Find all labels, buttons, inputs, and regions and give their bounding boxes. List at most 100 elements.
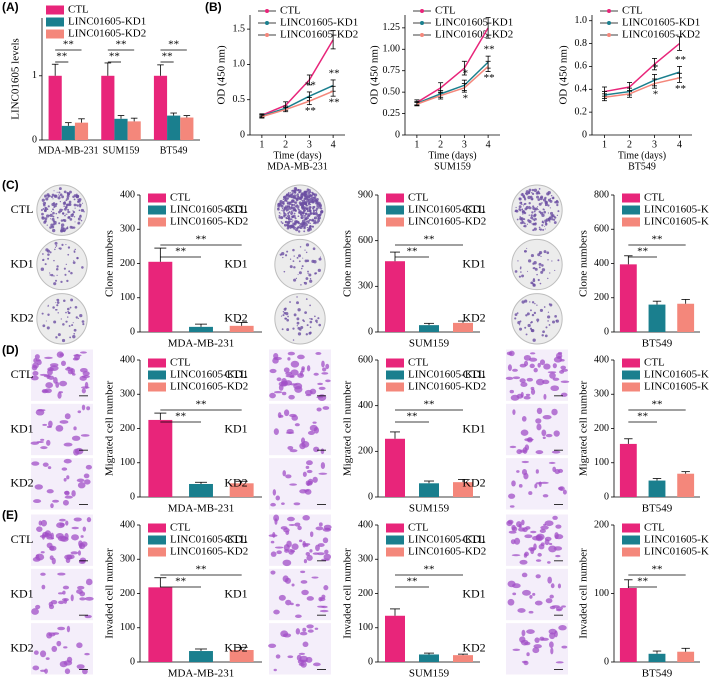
cell bbox=[65, 520, 69, 526]
cell bbox=[506, 351, 513, 356]
y-tick-label: 1.00 bbox=[383, 44, 401, 55]
colony bbox=[530, 281, 533, 285]
colony bbox=[56, 203, 58, 205]
cell bbox=[297, 354, 305, 360]
colony bbox=[536, 318, 540, 322]
cell bbox=[303, 559, 308, 564]
colony bbox=[548, 303, 551, 306]
colony bbox=[61, 338, 66, 343]
colony bbox=[540, 270, 544, 274]
x-tick-label: 4 bbox=[486, 139, 491, 150]
colony bbox=[286, 220, 291, 225]
cell bbox=[553, 430, 560, 437]
cell bbox=[49, 545, 55, 551]
colony bbox=[297, 195, 300, 197]
colony bbox=[523, 196, 526, 199]
colony bbox=[73, 216, 76, 218]
colony bbox=[68, 270, 71, 273]
colony bbox=[304, 311, 307, 314]
bar bbox=[619, 588, 637, 662]
y-tick-label: 600 bbox=[358, 235, 373, 246]
colony bbox=[541, 268, 546, 272]
colony bbox=[286, 328, 290, 331]
cell bbox=[36, 359, 42, 366]
colony bbox=[305, 251, 308, 254]
colony bbox=[549, 272, 551, 274]
colony bbox=[68, 203, 71, 206]
colony bbox=[306, 188, 310, 191]
cell bbox=[283, 409, 290, 417]
colony bbox=[536, 195, 540, 199]
cell bbox=[305, 394, 312, 397]
cell bbox=[268, 534, 278, 537]
x-tick-label: 2 bbox=[283, 139, 288, 150]
legend-label: LINC01605-KD1 bbox=[170, 369, 248, 381]
legend-label: LINC01605-KD1 bbox=[644, 369, 709, 381]
cell bbox=[283, 367, 290, 373]
cell bbox=[528, 610, 534, 614]
cell bbox=[302, 471, 307, 477]
cell bbox=[36, 526, 43, 532]
cell bbox=[532, 592, 536, 596]
image-label: KD2 bbox=[462, 641, 485, 655]
colony bbox=[44, 217, 48, 221]
cell bbox=[282, 575, 289, 583]
colony bbox=[534, 217, 537, 221]
colony bbox=[50, 195, 54, 199]
legend-label: CTL bbox=[280, 5, 301, 17]
significance-label: * bbox=[653, 62, 659, 74]
colony bbox=[547, 204, 550, 207]
y-tick-label: 0 bbox=[130, 656, 135, 667]
cell bbox=[290, 369, 299, 376]
cell bbox=[534, 600, 543, 606]
colony bbox=[533, 188, 538, 192]
legend-label: LINC01605-KD2 bbox=[170, 216, 248, 228]
cell bbox=[273, 514, 280, 522]
cell bbox=[307, 430, 315, 436]
colony bbox=[283, 216, 285, 218]
cell bbox=[79, 542, 83, 549]
cell bbox=[300, 570, 306, 574]
legend-label: LINC01605-KD1 bbox=[408, 369, 486, 381]
colony bbox=[76, 256, 79, 260]
cell bbox=[39, 534, 47, 538]
colony bbox=[283, 212, 287, 217]
cell bbox=[57, 626, 66, 631]
colony bbox=[309, 278, 312, 280]
x-tick-label: MDA-MB-231 bbox=[38, 145, 99, 156]
cell bbox=[552, 377, 560, 381]
colony bbox=[517, 260, 519, 262]
colony bbox=[294, 201, 298, 204]
colony bbox=[42, 324, 46, 328]
colony bbox=[520, 221, 523, 225]
image-label: CTL bbox=[463, 532, 486, 546]
cell bbox=[84, 381, 89, 389]
bar bbox=[385, 261, 405, 332]
colony bbox=[280, 209, 282, 211]
cell bbox=[541, 429, 547, 437]
legend-swatch bbox=[622, 382, 640, 392]
cell bbox=[315, 544, 320, 552]
colony bbox=[540, 195, 544, 199]
colony bbox=[47, 305, 49, 307]
cell bbox=[535, 469, 539, 474]
colony bbox=[294, 197, 298, 200]
colony bbox=[314, 221, 317, 225]
cell bbox=[86, 406, 91, 411]
colony bbox=[292, 219, 294, 221]
colony bbox=[61, 243, 64, 246]
cell bbox=[518, 527, 526, 532]
image-label: KD1 bbox=[462, 586, 485, 600]
colony bbox=[303, 226, 306, 230]
cell bbox=[317, 382, 324, 386]
colony bbox=[63, 219, 67, 223]
significance-label: ** bbox=[675, 83, 686, 95]
colony bbox=[517, 321, 521, 325]
colony bbox=[45, 248, 49, 252]
panel-label: (E) bbox=[2, 508, 18, 522]
legend-label: LINC01605-KD1 bbox=[622, 17, 700, 29]
colony bbox=[300, 195, 304, 199]
colony bbox=[67, 310, 69, 313]
cell bbox=[30, 375, 39, 381]
y-axis-label: LINC01605 levels bbox=[10, 38, 22, 120]
